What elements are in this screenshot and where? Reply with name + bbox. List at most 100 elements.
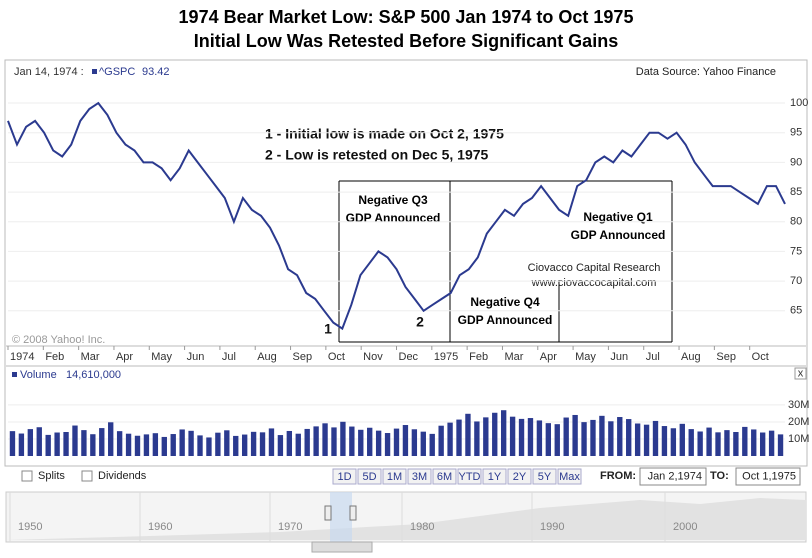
range-button[interactable] bbox=[457, 468, 482, 485]
volume-bar bbox=[411, 429, 418, 456]
volume-bar bbox=[286, 430, 293, 456]
volume-bar bbox=[465, 413, 471, 456]
range-button[interactable] bbox=[407, 468, 432, 485]
x-tick-label: Aug bbox=[681, 351, 701, 363]
volume-bar bbox=[90, 434, 96, 456]
range-button-label[interactable]: 1M bbox=[387, 471, 402, 483]
legend-swatch bbox=[92, 69, 97, 74]
y-tick-label: 80 bbox=[790, 216, 802, 228]
x-tick-label: May bbox=[151, 351, 172, 363]
x-tick-label: Jul bbox=[646, 351, 660, 363]
range-button[interactable] bbox=[482, 468, 507, 485]
volume-bar bbox=[483, 417, 489, 456]
volume-bar bbox=[742, 426, 748, 456]
range-button[interactable] bbox=[557, 468, 582, 485]
volume-bar bbox=[322, 423, 328, 456]
from-input[interactable] bbox=[639, 467, 707, 486]
to-value[interactable]: Oct 1,1975 bbox=[742, 470, 796, 482]
timeline-selection[interactable] bbox=[330, 492, 352, 542]
volume-bar bbox=[116, 431, 123, 456]
annotation: www.ciovaccocapital.com bbox=[531, 277, 657, 289]
y-tick-label: 70 bbox=[790, 275, 802, 287]
checkbox[interactable] bbox=[21, 470, 33, 482]
x-tick-label: Jun bbox=[610, 351, 628, 363]
volume-bar bbox=[492, 412, 498, 456]
date: Jan 14, 1974 : bbox=[14, 66, 84, 78]
range-button[interactable] bbox=[532, 468, 557, 485]
volume-bar bbox=[9, 431, 16, 456]
x-tick-label: Mar bbox=[504, 351, 523, 363]
scrollbar[interactable] bbox=[311, 541, 373, 553]
to-input[interactable] bbox=[735, 467, 801, 486]
volume-bar bbox=[643, 424, 650, 456]
range-button[interactable] bbox=[382, 468, 407, 485]
volume-bar bbox=[626, 419, 632, 456]
y-tick-label: 95 bbox=[790, 127, 802, 139]
timeline-handle[interactable] bbox=[349, 505, 357, 521]
range-button-label[interactable]: 2Y bbox=[513, 471, 527, 483]
source: Data Source: Yahoo Finance bbox=[636, 66, 776, 78]
volume-bar bbox=[599, 415, 605, 456]
range-button-label[interactable]: 3M bbox=[412, 471, 427, 483]
volume-bar bbox=[697, 431, 703, 456]
annotation: GDP Announced bbox=[346, 211, 441, 225]
volume-bar bbox=[777, 434, 784, 456]
volume-bar bbox=[679, 423, 685, 456]
volume-bar bbox=[554, 424, 560, 456]
checkbox-label[interactable]: Splits bbox=[38, 470, 65, 482]
volume-label: Volume bbox=[20, 369, 57, 381]
volume-bar bbox=[438, 425, 444, 456]
range-button-label[interactable]: 6M bbox=[437, 471, 452, 483]
volume-bar bbox=[572, 414, 578, 456]
range-button[interactable] bbox=[507, 468, 532, 485]
checkbox-label[interactable]: Dividends bbox=[98, 470, 147, 482]
volume-bar bbox=[161, 436, 167, 456]
volume-bar bbox=[367, 427, 373, 456]
volume-bar bbox=[518, 418, 525, 456]
close-button-label[interactable]: x bbox=[798, 367, 804, 379]
volume-bar bbox=[420, 431, 426, 456]
volume-bar bbox=[447, 422, 453, 456]
range-button-label[interactable]: 5D bbox=[362, 471, 376, 483]
range-button-label[interactable]: 5Y bbox=[538, 471, 552, 483]
close-button[interactable] bbox=[794, 367, 807, 380]
annotation: GDP Announced bbox=[458, 313, 553, 327]
range-button-label[interactable]: Max bbox=[559, 471, 580, 483]
volume-bar bbox=[429, 433, 435, 456]
range-button-label[interactable]: YTD bbox=[459, 471, 481, 483]
x-tick-label: Jun bbox=[187, 351, 205, 363]
range-button[interactable] bbox=[357, 468, 382, 485]
y-tick-label: 85 bbox=[790, 186, 802, 198]
range-button[interactable] bbox=[332, 468, 357, 485]
volume-bar bbox=[241, 434, 248, 456]
volume-bar bbox=[509, 416, 516, 456]
volume-bar bbox=[590, 419, 596, 456]
y-tick-label: 30M bbox=[788, 399, 809, 411]
annotation: Negative Q3 bbox=[358, 193, 428, 207]
y-tick-label: 90 bbox=[790, 156, 802, 168]
volume-bar bbox=[715, 432, 721, 456]
timeline-handle[interactable] bbox=[324, 505, 332, 521]
from-value[interactable]: Jan 2,1974 bbox=[648, 470, 702, 482]
range-button[interactable] bbox=[432, 468, 457, 485]
volume-bar bbox=[340, 421, 346, 456]
x-tick-label: Apr bbox=[540, 351, 557, 363]
volume-bar bbox=[179, 429, 185, 456]
volume-bar bbox=[170, 434, 176, 456]
volume-bar bbox=[652, 420, 659, 456]
range-button-label[interactable]: 1Y bbox=[488, 471, 502, 483]
checkbox[interactable] bbox=[81, 470, 93, 482]
x-tick-label: 1975 bbox=[434, 351, 458, 363]
volume-bar bbox=[331, 427, 337, 456]
volume-bar bbox=[474, 421, 480, 456]
volume-value: 14,610,000 bbox=[66, 369, 121, 381]
annotation-boxes bbox=[338, 180, 673, 343]
title: 1974 Bear Market Low: S&P 500 Jan 1974 t… bbox=[179, 7, 634, 27]
from-label: FROM: bbox=[600, 470, 636, 482]
range-button-label[interactable]: 1D bbox=[337, 471, 351, 483]
volume-bar bbox=[545, 423, 552, 456]
price-line bbox=[7, 101, 786, 331]
volume-bar bbox=[233, 435, 239, 456]
volume-bar bbox=[402, 425, 409, 456]
